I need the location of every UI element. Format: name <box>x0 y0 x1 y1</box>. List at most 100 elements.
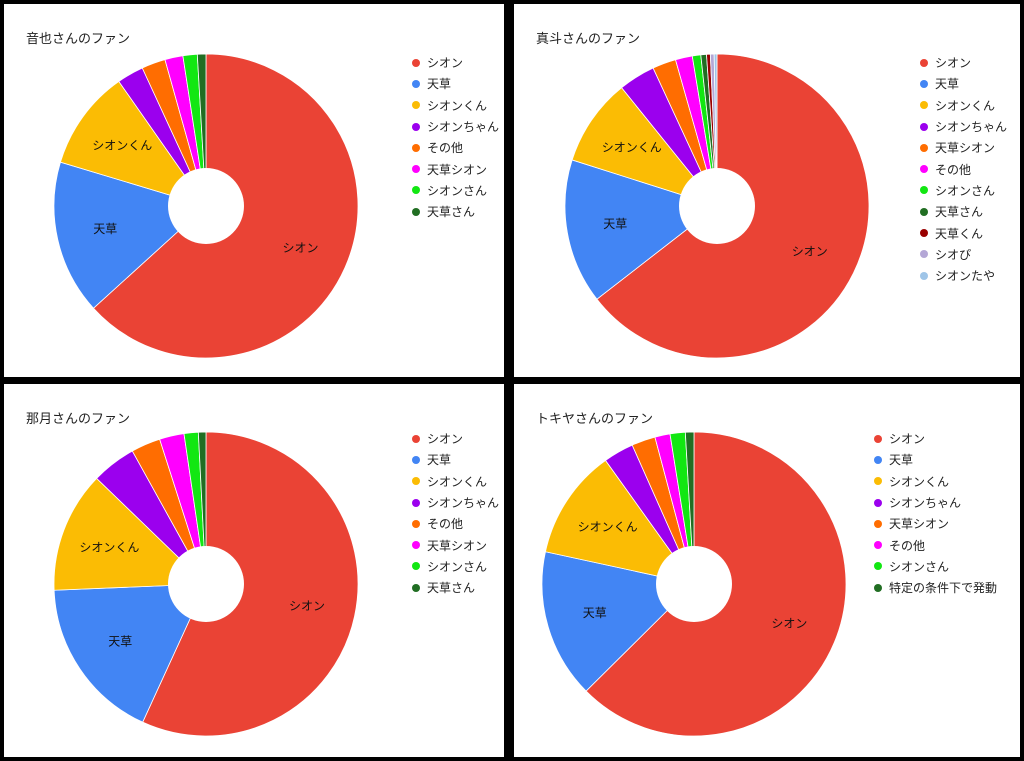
legend-item: シオンちゃん <box>874 492 997 513</box>
legend-label: 特定の条件下で発動 <box>889 581 998 596</box>
legend-item: 天草 <box>920 73 1007 94</box>
legend-swatch <box>874 455 882 464</box>
chart-panel-natsuki: 那月さんのファン シオン 天草 シオンくん シオン 天草 シオンくん シオンちゃん その他天… <box>4 384 504 757</box>
donut-hole <box>168 168 244 244</box>
legend-swatch <box>874 583 882 592</box>
legend-item: シオンくん <box>874 471 997 492</box>
donut-hole <box>679 168 755 244</box>
legend-swatch <box>874 562 882 571</box>
pie-slice <box>541 551 695 692</box>
slice-label: シオンくん <box>602 141 662 155</box>
legend-swatch <box>920 165 928 174</box>
legend-label: シオン <box>427 432 464 447</box>
legend-label: 天草 <box>427 77 452 92</box>
legend-item: シオンくん <box>412 471 499 492</box>
slice-label: シオン <box>289 599 325 613</box>
legend-item: その他 <box>412 137 499 158</box>
legend-label: シオン <box>935 56 972 71</box>
legend-label: 天草シオン <box>427 162 488 177</box>
legend-label: シオン <box>427 56 464 71</box>
chart-legend: シオン天草シオンくん シオンちゃん天草シオンその他 シオンさん 天草さん天草くんシオぴ… <box>920 52 1007 286</box>
legend-swatch <box>412 122 420 131</box>
chart-panel-tokiya: トキヤさんのファン シオン 天草 シオンくん シオン 天草 シオンくん シオンちゃん 天草シ… <box>514 384 1020 757</box>
legend-item: 天草シオン <box>412 158 499 179</box>
chart-panel-masato: 真斗さんのファン シオン 天草 シオンくん シオン 天草 シオンくん シオンちゃん 天草シオ… <box>514 4 1020 377</box>
slice-label: シオン <box>771 617 807 631</box>
legend-item: シオンくん <box>412 95 499 116</box>
legend-swatch <box>412 58 420 67</box>
pie-slice <box>142 431 359 737</box>
legend-item: シオン <box>874 428 997 449</box>
legend-label: その他 <box>427 517 464 532</box>
legend-label: シオンちゃん <box>427 496 500 511</box>
legend-swatch <box>920 229 928 238</box>
legend-item: 天草さん <box>412 577 499 598</box>
slice-label: 天草 <box>93 222 117 236</box>
legend-label: 天草 <box>935 77 960 92</box>
slice-label: 天草 <box>583 606 607 620</box>
legend-label: 天草シオン <box>935 141 996 156</box>
legend-item: シオンくん <box>920 95 1007 116</box>
legend-swatch <box>412 477 420 486</box>
legend-swatch <box>412 434 420 443</box>
legend-item: 天草さん <box>412 201 499 222</box>
legend-item: シオン <box>920 52 1007 73</box>
legend-item: 天草くん <box>920 222 1007 243</box>
legend-item: シオン <box>412 428 499 449</box>
legend-item: シオンさん <box>874 556 997 577</box>
legend-item: 天草 <box>412 73 499 94</box>
legend-item: その他 <box>412 513 499 534</box>
pie-slice <box>564 159 718 300</box>
legend-item: 特定の条件下で発動 <box>874 577 997 598</box>
legend-label: シオぴ <box>935 247 972 262</box>
legend-swatch <box>412 79 420 88</box>
legend-label: 天草さん <box>427 581 476 596</box>
legend-label: 天草くん <box>935 226 984 241</box>
legend-item: 天草 <box>412 449 499 470</box>
legend-label: 天草シオン <box>427 538 488 553</box>
slice-label: シオン <box>792 245 828 259</box>
slice-label: 天草 <box>108 635 132 649</box>
legend-item: シオンちゃん <box>412 116 499 137</box>
legend-item: シオン <box>412 52 499 73</box>
legend-item: 天草シオン <box>920 137 1007 158</box>
legend-swatch <box>412 165 420 174</box>
pie-slice <box>571 87 719 207</box>
slice-label: シオンくん <box>79 540 139 554</box>
legend-swatch <box>412 143 420 152</box>
legend-item: 天草さん <box>920 201 1007 222</box>
legend-label: 天草 <box>427 453 452 468</box>
chart-title: 真斗さんのファン <box>536 32 641 47</box>
legend-item: その他 <box>920 158 1007 179</box>
legend-item: シオンちゃん <box>920 116 1007 137</box>
legend-swatch <box>920 250 928 259</box>
legend-label: 天草シオン <box>889 517 950 532</box>
pie-chart: シオン 天草 シオンくん <box>541 431 847 737</box>
legend-item: 天草シオン <box>874 513 997 534</box>
legend-label: 天草さん <box>427 205 476 220</box>
legend-swatch <box>920 207 928 216</box>
legend-label: シオンくん <box>427 474 488 489</box>
legend-item: シオンさん <box>412 180 499 201</box>
legend-label: 天草 <box>889 453 914 468</box>
legend-item: シオンさん <box>920 180 1007 201</box>
chart-legend: シオン 天草 シオンくん シオンちゃん その他 天草シオン シオンさん 天草さん <box>412 428 499 598</box>
pie-slice <box>53 161 207 309</box>
pie-slice <box>684 431 695 585</box>
chart-title: トキヤさんのファン <box>536 412 654 427</box>
donut-hole <box>656 546 732 622</box>
legend-swatch <box>920 122 928 131</box>
legend-swatch <box>412 562 420 571</box>
legend-swatch <box>412 498 420 507</box>
pie-chart: シオン 天草 シオンくん <box>564 53 870 359</box>
legend-item: 天草シオン <box>412 534 499 555</box>
legend-swatch <box>920 271 928 280</box>
slice-label: 天草 <box>603 217 627 231</box>
pie-chart: シオン 天草 シオンくん <box>53 53 359 359</box>
legend-swatch <box>920 79 928 88</box>
legend-swatch <box>412 455 420 464</box>
legend-label: シオンくん <box>889 474 950 489</box>
legend-swatch <box>920 58 928 67</box>
legend-swatch <box>412 186 420 195</box>
legend-item: シオぴ <box>920 244 1007 265</box>
